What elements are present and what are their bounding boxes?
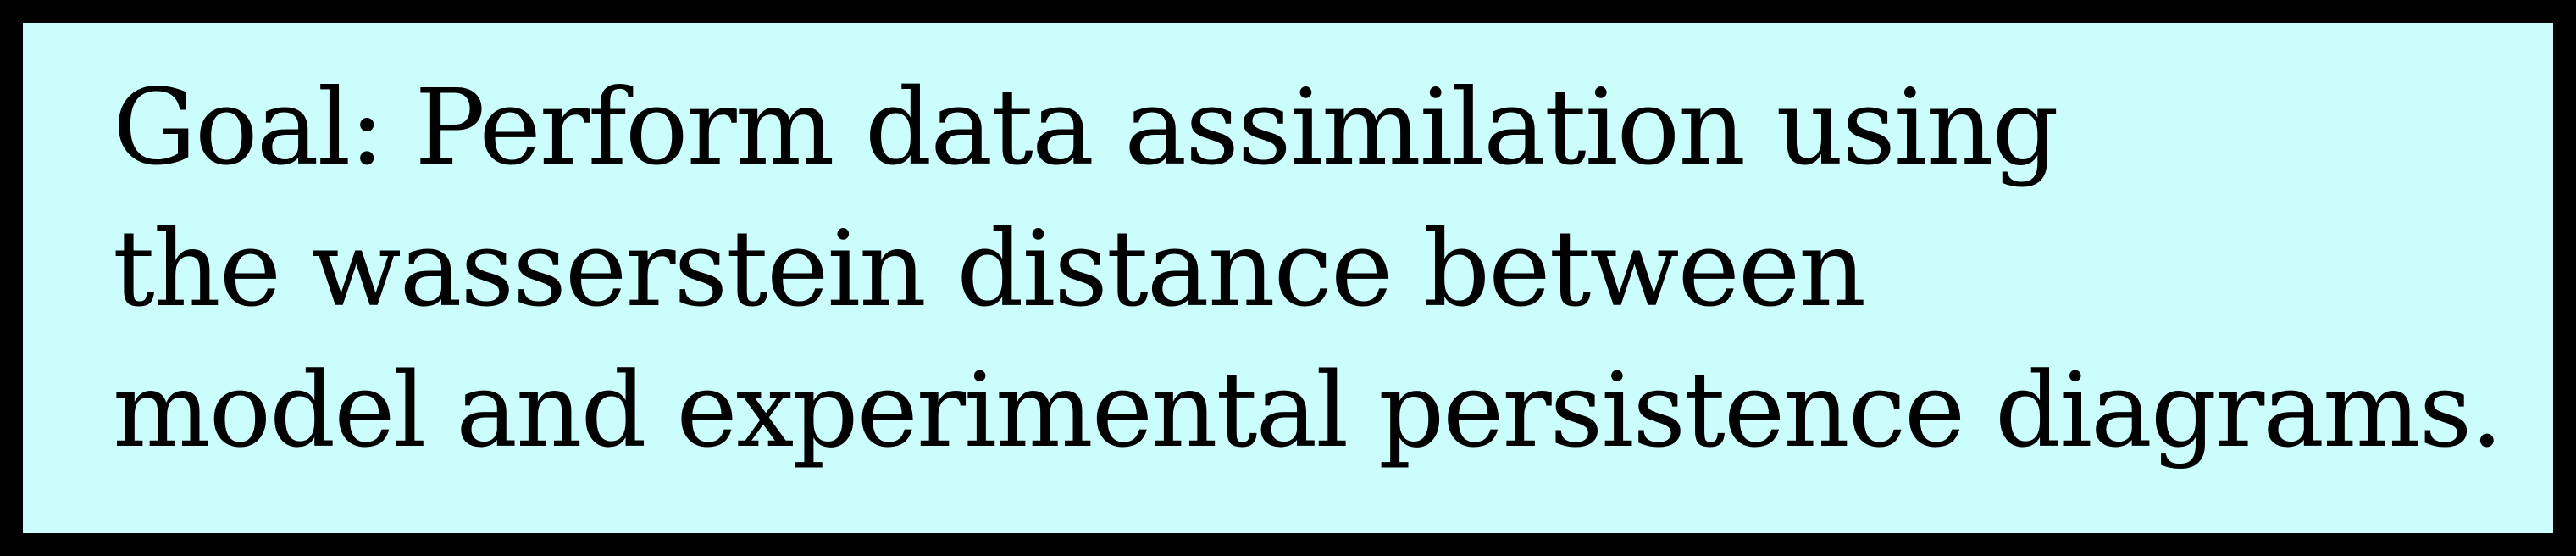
goal-line-3: model and experimental persistence diagr… [113,350,2503,470]
goal-line-1: Goal: Perform data assimilation using [113,67,2059,189]
goal-box: Goal: Perform data assimilation using th… [23,23,2553,533]
goal-line-2: the wasserstein distance between [113,208,1866,331]
